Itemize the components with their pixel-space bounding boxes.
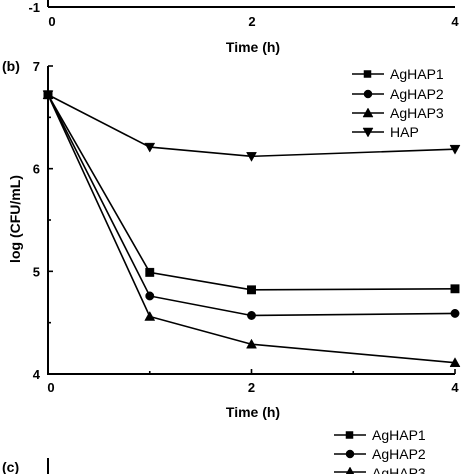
panel-c-legend-item-aghap2: AgHAP2 (334, 446, 426, 462)
panel-c-legend-label: AgHAP2 (372, 446, 426, 462)
data-point-triangle-up (246, 338, 257, 349)
data-point-triangle-up (144, 310, 156, 321)
data-point-square (145, 267, 155, 277)
y-tick-label: 5 (33, 264, 40, 279)
panel-a-fragment: -1 0 2 4 Time (h) (28, 0, 459, 55)
panel-a-y-tick-label: -1 (28, 0, 40, 15)
series-aghap2 (43, 90, 460, 320)
panel-c-legend-item-aghap1: AgHAP1 (334, 427, 426, 443)
legend-item-aghap1: AgHAP1 (352, 66, 444, 82)
panel-c-legend-circle-marker (345, 449, 355, 459)
data-point-triangle-down (449, 144, 461, 155)
legend-triangle-up-marker (362, 107, 374, 118)
panel-c-legend-triangle-up-marker (345, 466, 355, 474)
panel-c-fragment: (c) AgHAP1 AgHAP2 AgHAP3 (2, 427, 426, 474)
series-aghap1 (43, 90, 460, 295)
legend-item-aghap2: AgHAP2 (352, 86, 444, 102)
x-axis-title: Time (h) (226, 404, 280, 420)
legend-item-hap: HAP (352, 124, 419, 140)
data-point-circle (450, 308, 460, 318)
axes: 4 5 6 7 0 2 4 (33, 59, 460, 395)
legend-label-hap: HAP (390, 124, 419, 140)
legend-label-aghap3: AgHAP3 (390, 105, 444, 121)
legend: AgHAP1 AgHAP2 AgHAP3 HAP (352, 66, 444, 140)
series-hap (42, 90, 461, 162)
legend-label-aghap2: AgHAP2 (390, 86, 444, 102)
data-point-square (247, 285, 256, 295)
x-tick-label: 0 (47, 380, 54, 395)
panel-b-label: (b) (2, 58, 20, 74)
panel-b: (b) log (CFU/mL) Time (h) 4 5 6 7 0 2 4 AgHAP1… (2, 58, 461, 420)
y-axis-title: log (CFU/mL) (7, 175, 23, 263)
data-point-triangle-down (42, 90, 54, 101)
panel-c-legend-item-aghap3: AgHAP3 (334, 465, 426, 474)
legend-square-marker (363, 70, 372, 78)
legend-triangle-down-marker (362, 127, 374, 138)
legend-label-aghap1: AgHAP1 (390, 66, 444, 82)
y-tick-label: 6 (33, 162, 40, 177)
series-line-aghap1 (47, 94, 456, 291)
data-point-triangle-down (246, 152, 257, 162)
data-point-square (450, 284, 460, 294)
panel-a-x-tick-label: 0 (48, 14, 55, 29)
data-point-triangle-down (144, 142, 156, 153)
legend-circle-marker (363, 89, 373, 99)
y-tick-label: 7 (33, 59, 40, 74)
data-point-circle (145, 291, 155, 301)
data-series (42, 89, 461, 367)
series-line-aghap2 (47, 94, 456, 317)
y-tick-label: 4 (33, 367, 41, 382)
panel-c-legend-label: AgHAP3 (372, 465, 426, 474)
panel-a-x-tick-label: 2 (248, 14, 255, 29)
x-tick-label: 2 (248, 380, 255, 395)
panel-c-legend-square-marker (345, 431, 354, 439)
x-tick-label: 4 (451, 380, 459, 395)
panel-a-x-axis-title: Time (h) (226, 39, 280, 55)
series-line-hap (47, 94, 456, 158)
panel-a-x-tick-label: 4 (451, 14, 459, 29)
data-point-triangle-up (449, 357, 461, 367)
legend-item-aghap3: AgHAP3 (352, 105, 444, 121)
series-line-aghap3 (47, 94, 456, 364)
data-point-circle (247, 311, 256, 320)
panel-c-legend-label: AgHAP1 (372, 427, 426, 443)
panel-c-label: (c) (2, 459, 19, 474)
